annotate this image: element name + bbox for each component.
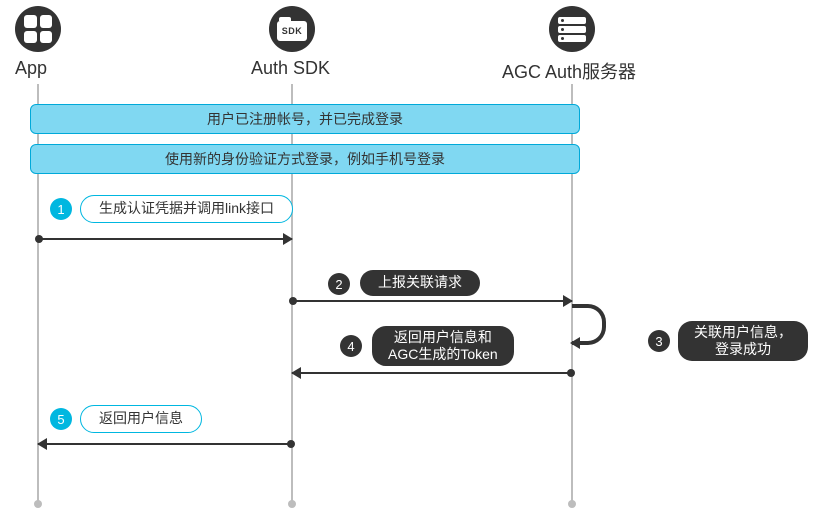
state-bar-registered: 用户已注册帐号，并已完成登录 <box>30 104 580 134</box>
arrow-1 <box>38 238 292 240</box>
sdk-icon: SDK <box>269 6 315 52</box>
step-label-2: 上报关联请求 <box>360 270 480 296</box>
step-label-3-line2: 登录成功 <box>715 341 771 357</box>
sequence-diagram: App SDK Auth SDK AGC Auth服务器 用户已注册帐号，并已完… <box>0 0 820 510</box>
step-label-5: 返回用户信息 <box>80 405 202 433</box>
self-loop-3 <box>572 304 606 345</box>
step-number-4: 4 <box>340 335 362 357</box>
server-stack-icon <box>558 17 586 42</box>
arrow-5 <box>38 443 292 445</box>
app-grid-icon <box>24 15 52 43</box>
arrow-2 <box>292 300 572 302</box>
step-label-4-line2: AGC生成的Token <box>388 346 498 362</box>
actor-label-sdk: Auth SDK <box>251 58 330 79</box>
step-number-5: 5 <box>50 408 72 430</box>
server-icon <box>549 6 595 52</box>
step-label-3-line1: 关联用户信息， <box>694 324 792 340</box>
step-label-3: 关联用户信息， 登录成功 <box>678 321 808 361</box>
sdk-folder-icon: SDK <box>277 17 307 41</box>
step-label-4-line1: 返回用户信息和 <box>394 329 492 345</box>
arrow-4 <box>292 372 572 374</box>
step-number-3: 3 <box>648 330 670 352</box>
actor-label-app: App <box>15 58 47 79</box>
step-number-1: 1 <box>50 198 72 220</box>
step-label-1: 生成认证凭据并调用link接口 <box>80 195 293 223</box>
actor-label-server: AGC Auth服务器 <box>502 58 636 84</box>
state-bar-new-auth: 使用新的身份验证方式登录，例如手机号登录 <box>30 144 580 174</box>
step-label-4: 返回用户信息和 AGC生成的Token <box>372 326 514 366</box>
step-number-2: 2 <box>328 273 350 295</box>
app-icon <box>15 6 61 52</box>
